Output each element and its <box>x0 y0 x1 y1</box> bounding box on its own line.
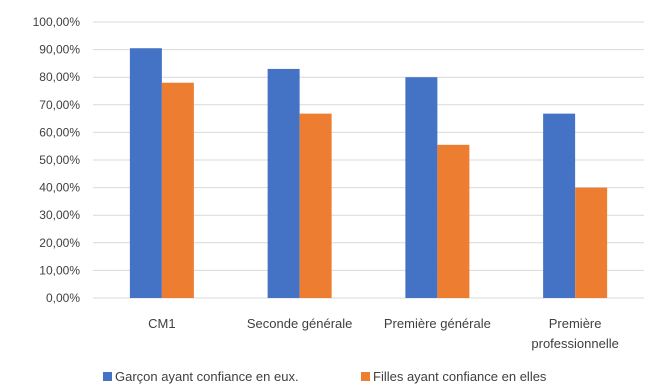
bar-series-2 <box>161 82 194 298</box>
legend-swatch <box>361 372 370 381</box>
y-tick-label: 60,00% <box>39 125 80 139</box>
bar-series-2 <box>575 187 608 298</box>
x-category-label: professionnelle <box>531 336 618 351</box>
y-tick-label: 30,00% <box>39 208 80 222</box>
x-category-label: Seconde générale <box>247 316 353 331</box>
y-tick-label: 100,00% <box>33 15 81 29</box>
x-axis-category-labels: CM1 Seconde générale Première générale Prem… <box>148 316 619 351</box>
y-tick-label: 70,00% <box>39 98 80 112</box>
legend-label: Garçon ayant confiance en eux. <box>115 369 299 384</box>
bar-series-2 <box>437 144 470 298</box>
bar-series-2 <box>299 113 332 298</box>
x-category-label: CM1 <box>148 316 175 331</box>
y-tick-label: 40,00% <box>39 181 80 195</box>
legend-swatch <box>103 372 112 381</box>
bar-series-1 <box>543 113 576 298</box>
x-category-label: Première <box>549 316 602 331</box>
x-category-label: Première générale <box>384 316 491 331</box>
legend: Garçon ayant confiance en eux. Filles aya… <box>103 369 547 384</box>
y-tick-label: 80,00% <box>39 70 80 84</box>
y-tick-label: 90,00% <box>39 43 80 57</box>
bar-series-1 <box>129 48 162 298</box>
bar-series-1 <box>405 77 438 298</box>
legend-label: Filles ayant confiance en elles <box>373 369 547 384</box>
y-tick-label: 10,00% <box>39 263 80 277</box>
bar-series-1 <box>267 68 300 298</box>
y-tick-label: 50,00% <box>39 153 80 167</box>
y-tick-label: 0,00% <box>46 291 80 305</box>
y-tick-label: 20,00% <box>39 236 80 250</box>
y-axis-tick-labels: 0,00% 10,00% 20,00% 30,00% 40,00% 50,00% 60,00… <box>33 15 81 305</box>
bars <box>129 48 608 298</box>
